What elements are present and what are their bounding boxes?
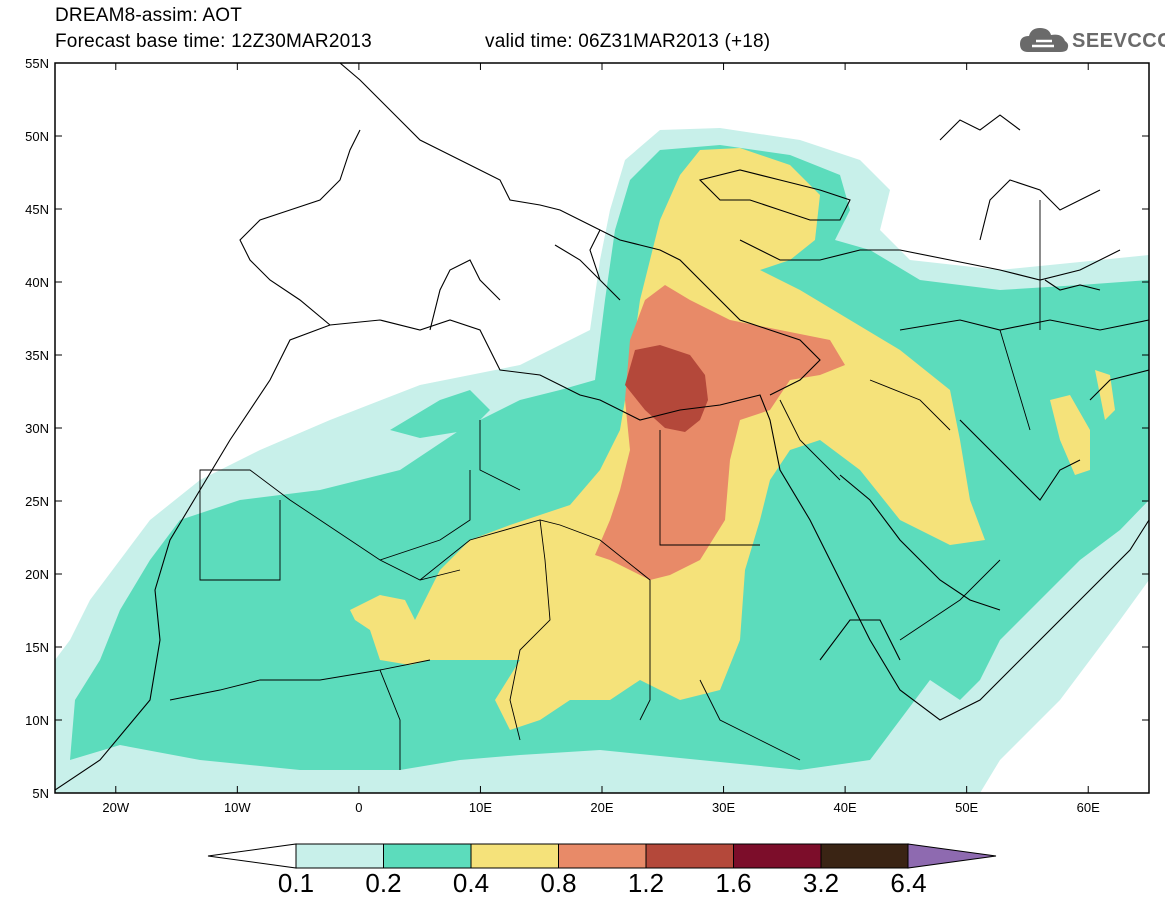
colorbar-under-arrow	[207, 843, 297, 869]
lat-tick-label: 10N	[25, 713, 49, 728]
lat-tick-label: 35N	[25, 348, 49, 363]
colorbar-over-arrow	[907, 843, 997, 869]
colorbar-label: 3.2	[802, 868, 840, 898]
colorbar-label: 0.8	[540, 868, 577, 898]
logo-text: SEEVCCC	[1072, 30, 1165, 52]
map-title: DREAM8-assim: AOT	[55, 5, 243, 26]
colorbar-boxes	[295, 843, 909, 869]
colorbar-label: 0.4	[452, 868, 490, 898]
lon-tick-label: 20W	[102, 800, 129, 815]
forecast-base-time: Forecast base time: 12Z30MAR2013 valid ti…	[55, 31, 770, 53]
lat-tick-label: 45N	[25, 202, 49, 217]
colorbar-box	[645, 843, 734, 869]
colorbar-label: 0.2	[365, 868, 402, 898]
lat-tick-label: 50N	[25, 129, 49, 144]
longitude-axis: 20W 10W 0 10E 20E 30E 40E 50E 60E	[102, 63, 1100, 815]
colorbar-box	[470, 843, 559, 869]
base-time-text: Forecast base time: 12Z30MAR2013	[55, 31, 372, 52]
lon-tick-label: 60E	[1077, 800, 1100, 815]
lat-tick-label: 40N	[25, 275, 49, 290]
colorbar-box	[558, 843, 647, 869]
lon-tick-label: 0	[355, 800, 362, 815]
colorbar-box	[820, 843, 909, 869]
colorbar	[207, 843, 997, 869]
colorbar-box	[383, 843, 472, 869]
lon-tick-label: 50E	[955, 800, 978, 815]
latitude-axis: 55N 50N 45N 40N 35N 30N 25N 20N 15N 10N 5N	[25, 56, 1149, 801]
colorbar-label: 1.6	[715, 868, 752, 898]
lon-tick-label: 30E	[712, 800, 735, 815]
lat-tick-label: 25N	[25, 494, 49, 509]
colorbar-box	[733, 843, 822, 869]
lat-tick-label: 55N	[25, 56, 49, 71]
seevccc-logo: SEEVCCC	[1018, 24, 1165, 58]
colorbar-label: 0.1	[277, 868, 315, 898]
lon-tick-label: 20E	[590, 800, 613, 815]
lon-tick-label: 10W	[224, 800, 251, 815]
lat-tick-label: 5N	[32, 786, 49, 801]
cloud-icon	[1020, 28, 1069, 52]
valid-time-text: valid time: 06Z31MAR2013 (+18)	[485, 31, 771, 52]
lat-tick-label: 15N	[25, 640, 49, 655]
lat-tick-label: 20N	[25, 567, 49, 582]
colorbar-label: 6.4	[890, 868, 927, 898]
lat-tick-label: 30N	[25, 421, 49, 436]
lon-tick-label: 40E	[834, 800, 857, 815]
aot-band-1.2	[625, 345, 708, 432]
colorbar-label: 1.2	[627, 868, 665, 898]
colorbar-box	[295, 843, 384, 869]
lon-tick-label: 10E	[469, 800, 492, 815]
aot-contours	[55, 128, 1149, 793]
coastlines	[55, 63, 1149, 791]
